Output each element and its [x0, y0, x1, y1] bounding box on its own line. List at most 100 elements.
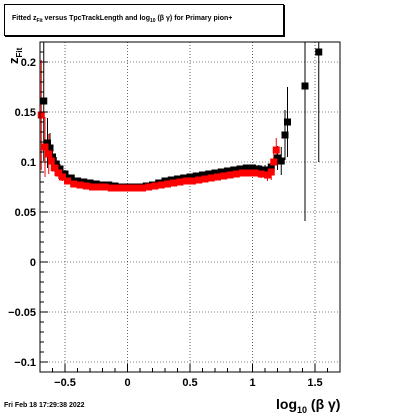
data-point-red: [51, 164, 59, 172]
timestamp-footer: Fri Feb 18 17:29:38 2022: [4, 402, 85, 409]
data-point-black: [277, 157, 285, 165]
data-point-red: [132, 184, 140, 192]
data-point-red: [151, 182, 159, 190]
data-point-black: [255, 165, 263, 173]
data-point-red: [220, 172, 228, 180]
data-point-red: [47, 157, 55, 165]
data-point-black: [52, 160, 60, 168]
data-point-black: [192, 172, 200, 180]
data-point-black: [224, 167, 231, 175]
data-point-black: [267, 163, 275, 171]
data-point-red: [164, 180, 171, 188]
data-point-red: [214, 173, 221, 181]
x-tick-label: 1: [249, 377, 255, 389]
data-point-black: [274, 154, 281, 162]
data-point-red: [126, 184, 134, 192]
x-tick-label: −0.5: [54, 377, 76, 389]
data-point-red: [157, 181, 165, 189]
data-point-red: [170, 179, 178, 187]
data-point-red: [139, 184, 146, 192]
data-point-black: [44, 139, 51, 147]
data-point-red: [107, 184, 115, 192]
y-tick-label: 0.15: [15, 107, 36, 119]
title-box: Fitted zFit versus TpcTrackLength and lo…: [4, 4, 284, 36]
data-point-black: [199, 171, 206, 179]
data-point-red: [207, 174, 215, 182]
data-point-red: [95, 183, 103, 191]
data-point-red: [232, 170, 240, 178]
data-point-black: [74, 177, 81, 185]
data-point-black: [186, 173, 194, 181]
data-point-black: [86, 179, 94, 187]
title-middle: versus TpcTrackLength and log: [42, 15, 150, 22]
data-point-black: [301, 82, 309, 90]
data-point-red: [189, 177, 196, 185]
data-point-red: [114, 184, 121, 192]
title-middle-subscript: 10: [149, 18, 156, 24]
data-point-black: [67, 174, 75, 182]
y-tick-label: −0.05: [8, 307, 36, 319]
data-point-red: [195, 176, 203, 184]
data-point-red: [182, 177, 190, 185]
data-point-black: [281, 131, 289, 139]
y-tick-label: 0: [30, 257, 36, 269]
data-point-red: [267, 168, 275, 176]
data-point-black: [284, 118, 291, 126]
data-point-red: [64, 177, 71, 185]
data-point-red: [270, 158, 278, 166]
data-point-black: [80, 178, 88, 186]
data-point-red: [70, 180, 78, 188]
data-point-black: [46, 144, 54, 152]
data-point-black: [236, 165, 244, 173]
error-bars: [40, 42, 320, 221]
x-tick-label: 0.5: [182, 377, 197, 389]
y-axis-title: zFit: [6, 47, 24, 64]
x-tick-label: 1.5: [307, 377, 322, 389]
axes: −0.5 0 0.5 1 1.5 −0.1 −0.05 0 0.05 0.1 0.15 0.2: [8, 41, 341, 389]
data-point-black: [211, 169, 219, 177]
y-tick-label: 0.2: [21, 57, 36, 69]
y-tick-label: −0.1: [14, 357, 36, 369]
data-point-red: [245, 169, 253, 177]
data-point-red: [226, 171, 234, 179]
data-point-red: [59, 173, 66, 181]
data-point-red: [257, 170, 265, 178]
grid-lines: [40, 42, 340, 372]
data-point-red: [101, 183, 109, 191]
x-axis-title: log10 (β γ): [276, 396, 340, 414]
data-point-red: [37, 111, 45, 119]
data-point-red: [41, 143, 49, 151]
title-suffix: (β γ) for Primary pion+: [155, 15, 233, 22]
data-point-black: [230, 166, 238, 174]
data-point-black: [315, 48, 323, 56]
data-point-red: [76, 181, 84, 189]
data-point-black: [205, 170, 213, 178]
data-point-black: [261, 166, 269, 174]
data-point-red: [145, 183, 153, 191]
data-point-red: [176, 178, 184, 186]
data-point-black: [40, 97, 48, 105]
data-point-black: [242, 164, 250, 172]
y-tick-label: 0.1: [21, 157, 36, 169]
data-point-red: [272, 146, 280, 154]
data-point-red: [239, 169, 246, 177]
data-point-red: [201, 175, 209, 183]
data-point-black: [217, 168, 225, 176]
data-point-red: [120, 184, 128, 192]
data-point-red: [89, 183, 96, 191]
data-point-black: [249, 164, 256, 172]
y-tick-label: 0.05: [15, 207, 36, 219]
data-point-red: [82, 182, 90, 190]
data-point-red: [45, 150, 53, 158]
data-point-red: [251, 169, 259, 177]
data-markers: [37, 48, 323, 192]
data-point-red: [264, 171, 271, 179]
title-prefix: Fitted z: [12, 15, 37, 22]
x-tick-label: 0: [124, 377, 130, 389]
title-prefix-subscript: Fit: [36, 18, 43, 24]
data-point-red: [55, 169, 63, 177]
data-point-black: [56, 165, 64, 173]
chart-title: Fitted zFit versus TpcTrackLength and lo…: [12, 15, 232, 24]
data-point-black: [49, 153, 56, 161]
